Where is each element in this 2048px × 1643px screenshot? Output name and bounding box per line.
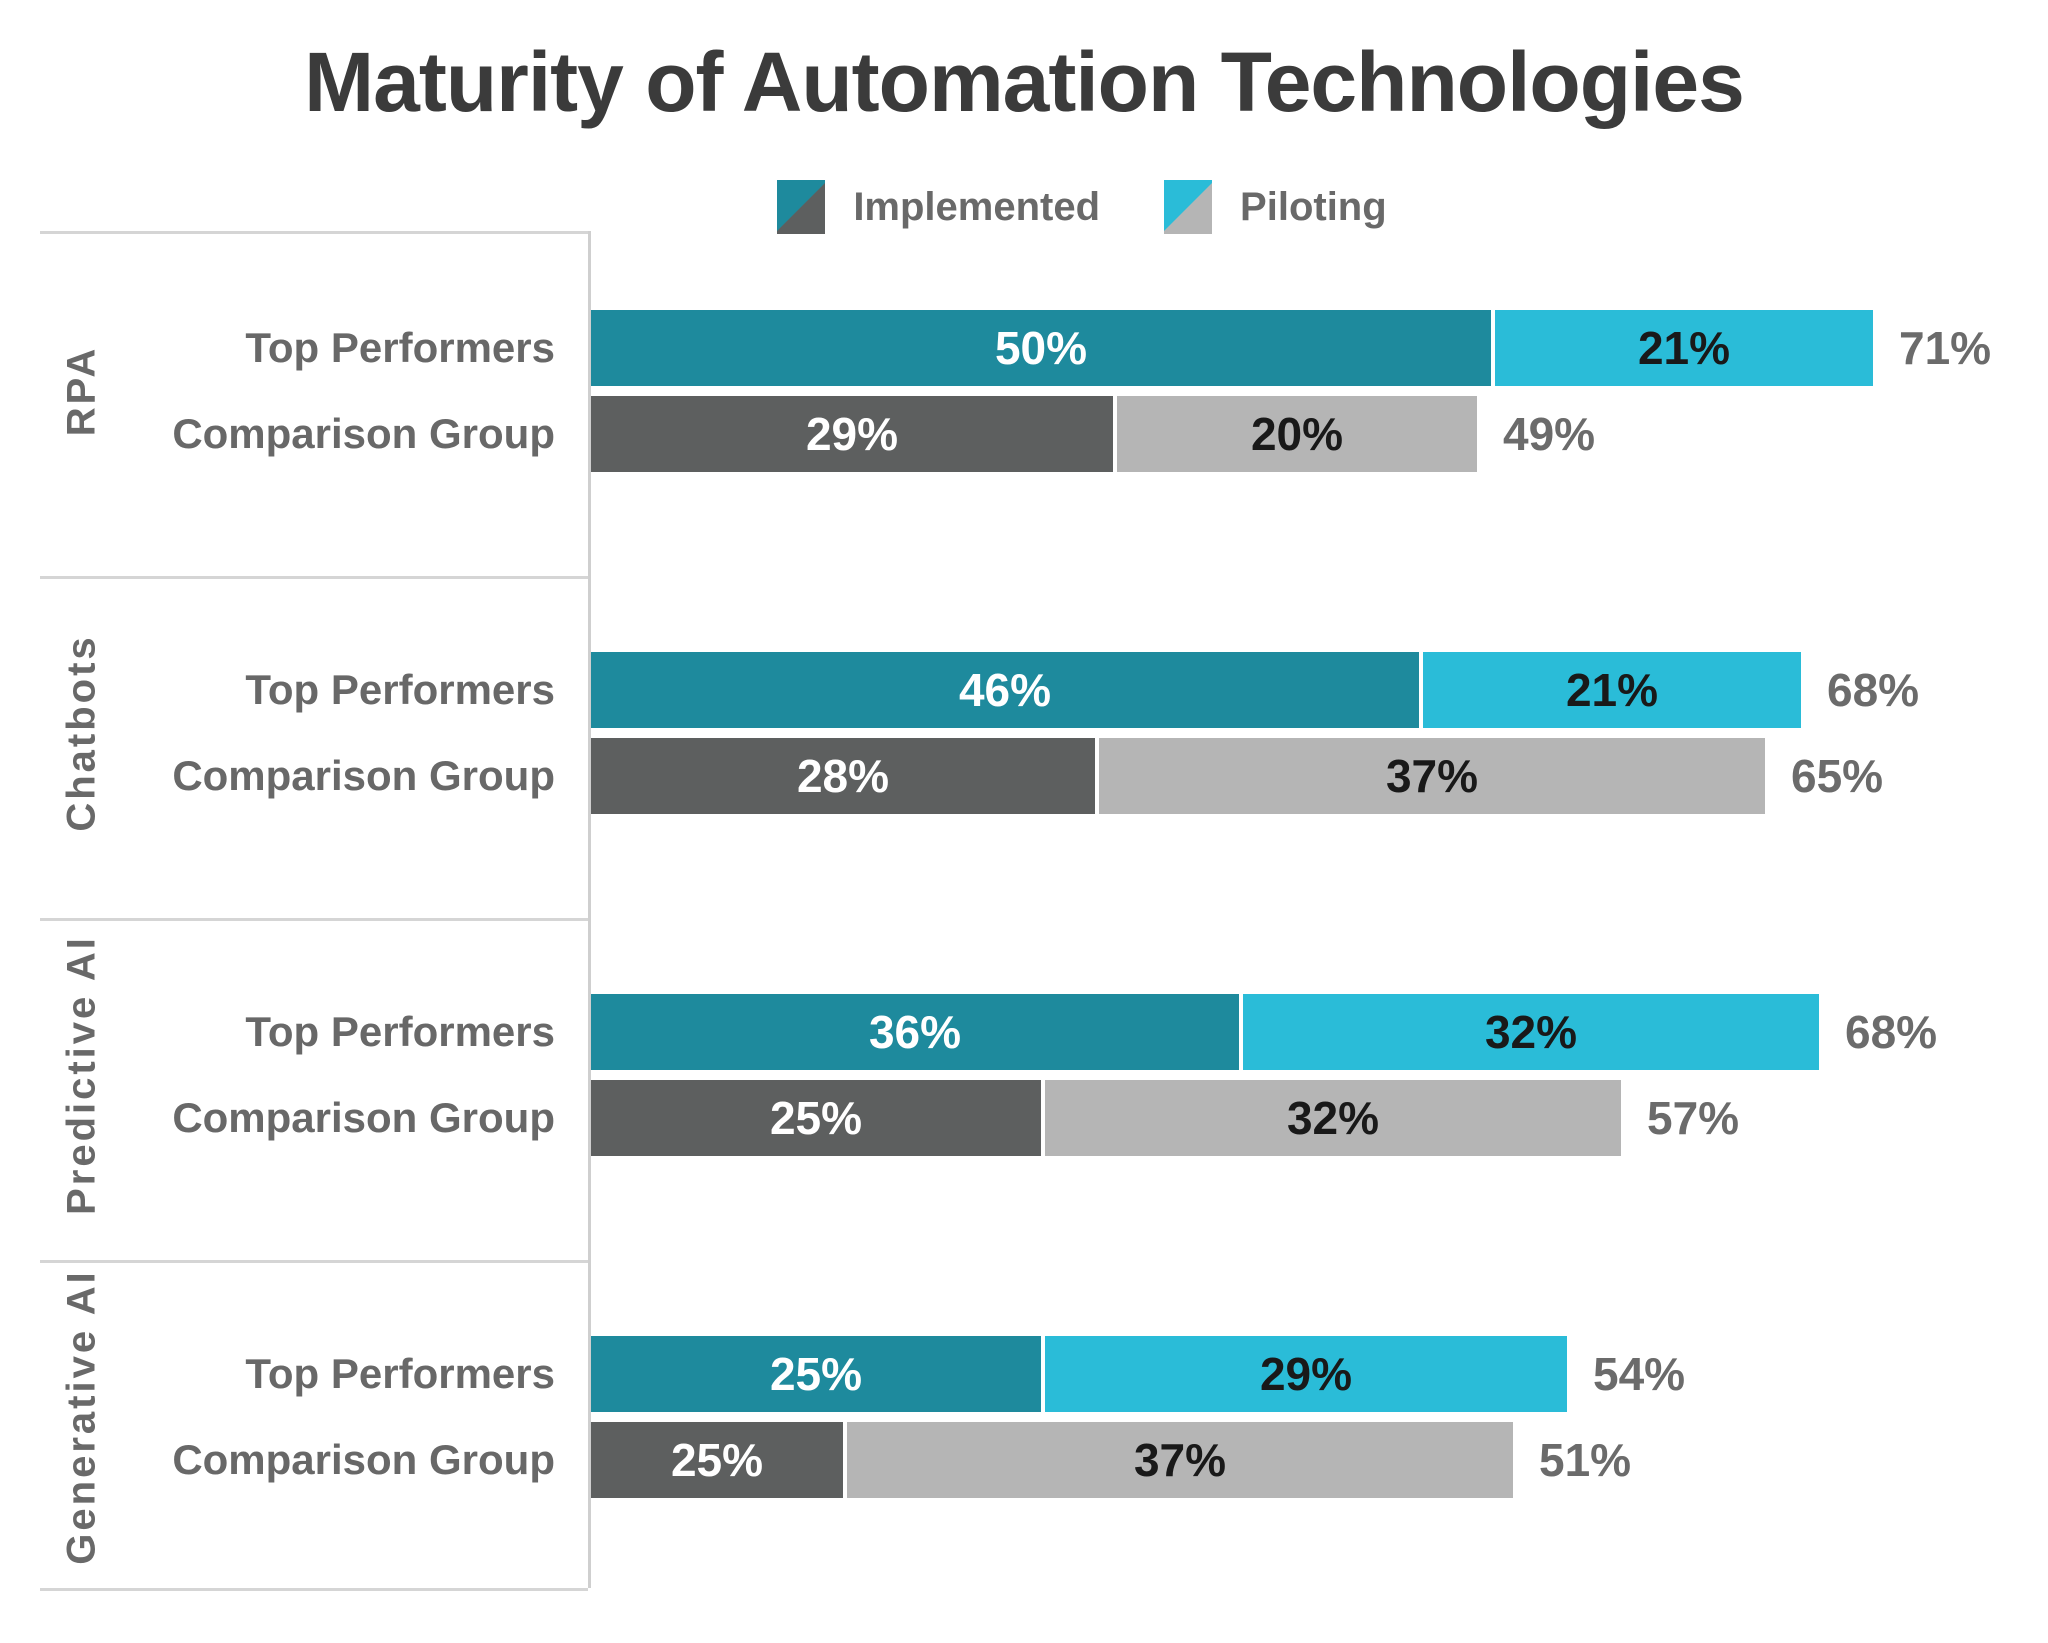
category-section-rpa: RPA Top Performers 50% 21% 71% Comparison Gro… <box>0 231 2048 573</box>
row-label: Top Performers <box>245 666 555 713</box>
total-label: 71% <box>1899 322 1992 374</box>
implemented-segment: 25% <box>591 1336 1041 1412</box>
total-label: 65% <box>1791 750 1884 802</box>
legend-item-implemented: Implemented <box>777 180 1100 234</box>
row-label: Comparison Group <box>172 1436 555 1483</box>
legend-label-implemented: Implemented <box>853 184 1101 229</box>
total-label: 54% <box>1593 1348 1686 1400</box>
row-label: Comparison Group <box>172 410 555 457</box>
implemented-segment: 28% <box>591 738 1095 814</box>
legend-item-piloting: Piloting <box>1164 180 1387 234</box>
section-divider <box>40 918 588 921</box>
row-label: Top Performers <box>245 1008 555 1055</box>
piloting-swatch-icon <box>1164 180 1213 234</box>
section-divider <box>40 1260 588 1263</box>
row-label: Top Performers <box>245 1350 555 1397</box>
row-label: Top Performers <box>245 324 555 371</box>
piloting-segment: 21% <box>1491 310 1873 386</box>
chart-title: Maturity of Automation Technologies <box>304 35 1745 129</box>
legend: Implemented Piloting <box>58 180 2048 234</box>
category-panel-frame <box>40 231 588 1591</box>
implemented-segment: 25% <box>591 1422 843 1498</box>
implemented-segment: 50% <box>591 310 1491 386</box>
stacked-bar: 25% 32% 57% <box>591 1080 1739 1156</box>
section-divider <box>40 576 588 579</box>
piloting-segment: 37% <box>843 1422 1513 1498</box>
category-label: Predictive AI <box>59 935 104 1215</box>
stacked-bar: 28% 37% 65% <box>591 738 1883 814</box>
implemented-segment: 36% <box>591 994 1239 1070</box>
total-label: 49% <box>1503 408 1596 460</box>
stacked-bar: 25% 29% 54% <box>591 1336 1685 1412</box>
category-section-generative-ai: Generative AI Top Performers 25% 29% 54% Comp… <box>0 1257 2048 1599</box>
implemented-swatch-icon <box>777 180 826 234</box>
stacked-bar: 50% 21% 71% <box>591 310 1991 386</box>
implemented-segment: 29% <box>591 396 1113 472</box>
stacked-bar: 29% 20% 49% <box>591 396 1595 472</box>
implemented-segment: 46% <box>591 652 1419 728</box>
piloting-segment: 32% <box>1239 994 1819 1070</box>
stacked-bar: 46% 21% 68% <box>591 652 1919 728</box>
piloting-segment: 20% <box>1113 396 1477 472</box>
axis-line <box>588 231 591 1588</box>
piloting-segment: 21% <box>1419 652 1801 728</box>
piloting-segment: 32% <box>1041 1080 1621 1156</box>
total-label: 51% <box>1539 1434 1632 1486</box>
piloting-segment: 29% <box>1041 1336 1567 1412</box>
category-section-chatbots: Chatbots Top Performers 46% 21% 68% Compariso… <box>0 573 2048 915</box>
category-label: Generative AI <box>59 1269 104 1565</box>
total-label: 68% <box>1845 1006 1938 1058</box>
implemented-segment: 25% <box>591 1080 1041 1156</box>
category-section-predictive-ai: Predictive AI Top Performers 36% 32% 68% Comp… <box>0 915 2048 1257</box>
legend-label-piloting: Piloting <box>1240 184 1387 229</box>
row-label: Comparison Group <box>172 1094 555 1141</box>
piloting-segment: 37% <box>1095 738 1765 814</box>
row-label: Comparison Group <box>172 752 555 799</box>
total-label: 57% <box>1647 1092 1740 1144</box>
total-label: 68% <box>1827 664 1920 716</box>
stacked-bar: 36% 32% 68% <box>591 994 1937 1070</box>
stacked-bar: 25% 37% 51% <box>591 1422 1631 1498</box>
